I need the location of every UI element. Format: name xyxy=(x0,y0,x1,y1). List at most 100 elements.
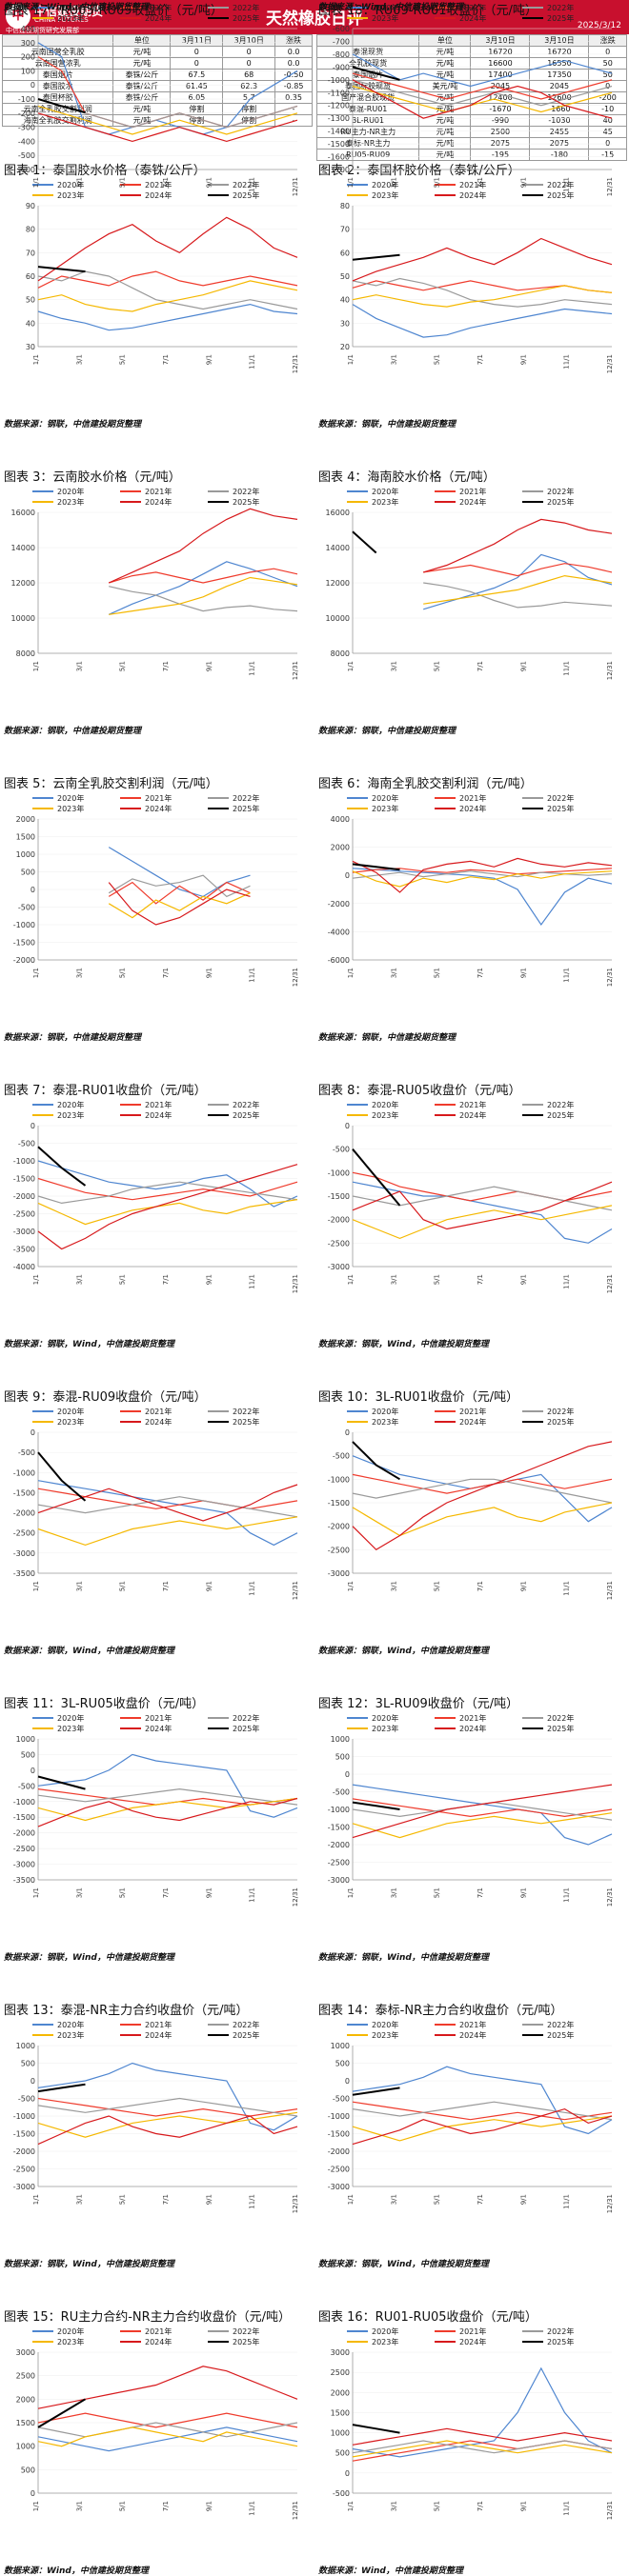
y-tick-label: -500 xyxy=(333,1452,350,1461)
table-cell: -15 xyxy=(588,149,627,161)
legend-label: 2025年 xyxy=(547,1110,574,1120)
x-tick-label: 1/1 xyxy=(32,968,40,978)
series-line-2023年 xyxy=(37,2426,298,2447)
y-tick-label: 16000 xyxy=(326,509,350,517)
report-date: 2025/3/12 xyxy=(577,21,621,30)
legend-label: 2023年 xyxy=(57,2030,84,2040)
legend-label: 2024年 xyxy=(459,2030,486,2040)
x-tick-label: 1/1 xyxy=(347,177,355,188)
legend-label: 2021年 xyxy=(145,180,172,190)
y-tick-label: 80 xyxy=(340,202,350,210)
series-line-2020年 xyxy=(37,1480,298,1547)
figure-source: 数据来源：钢联，中信建投期货整理 xyxy=(318,727,457,736)
y-tick-label: -2500 xyxy=(13,1529,35,1538)
x-tick-label: 1/1 xyxy=(347,1887,355,1898)
y-tick-label: 70 xyxy=(26,249,35,257)
y-tick-label: -2000 xyxy=(13,1509,35,1518)
x-tick-label: 9/1 xyxy=(519,2194,527,2205)
x-tick-label: 11/1 xyxy=(249,354,256,369)
y-tick-label: -2000 xyxy=(328,1523,350,1531)
series-line-2022年 xyxy=(352,277,613,308)
brand-department: 中信建投期货研究发展部 xyxy=(6,27,79,34)
x-tick-label: 12/31 xyxy=(292,2194,299,2213)
y-tick-label: 500 xyxy=(335,2449,350,2458)
x-tick-label: 12/31 xyxy=(606,968,614,987)
y-tick-label: 0 xyxy=(345,2469,350,2478)
series-line-2022年 xyxy=(109,586,298,612)
x-tick-label: 3/1 xyxy=(390,177,397,188)
legend-label: 2021年 xyxy=(145,1407,172,1416)
legend-label: 2025年 xyxy=(233,13,259,23)
figure-chart: 2020年 2021年 2022年 2023年 2024年 2025年 80 70 60 50 40… xyxy=(340,180,614,373)
figure-title: 图表 13：泰混-NR主力合约收盘价（元/吨） xyxy=(4,2004,249,2018)
x-tick-label: 11/1 xyxy=(249,1887,256,1903)
y-tick-label: -1500 xyxy=(328,2130,350,2139)
legend-label: 2021年 xyxy=(459,487,486,496)
legend-label: 2020年 xyxy=(57,3,84,12)
y-tick-label: -500 xyxy=(18,1448,35,1457)
y-tick-label: 1000 xyxy=(16,850,35,859)
series-line-2023年 xyxy=(109,576,298,615)
figure-title: 图表 17：RU05-RU09收盘价（元/吨） xyxy=(4,4,223,18)
x-tick-label: 1/1 xyxy=(32,661,40,671)
series-line-2022年 xyxy=(423,582,613,609)
series-line-2021年 xyxy=(352,1798,613,1818)
x-tick-label: 7/1 xyxy=(477,2501,484,2511)
series-line-2025年 xyxy=(352,1148,401,1207)
y-tick-label: -2000 xyxy=(328,2147,350,2156)
series-line-2022年 xyxy=(352,2101,613,2121)
y-tick-label: 1500 xyxy=(16,2419,35,2427)
y-tick-label: -1500 xyxy=(13,1175,35,1184)
x-tick-label: 1/1 xyxy=(347,2194,355,2205)
figure-chart: 2020年 2021年 2022年 2023年 2024年 2025年 2000 1500 10… xyxy=(13,793,299,987)
y-tick-label: 1000 xyxy=(16,1735,35,1744)
series-line-2025年 xyxy=(352,2087,400,2096)
figure-title: 图表 14：泰标-NR主力合约收盘价（元/吨） xyxy=(318,2004,563,2018)
table-header-cell: 涨跌 xyxy=(274,34,313,47)
table-row: 泰国杯胶 泰铢/公斤 6.05 5.7 0.35 xyxy=(1,91,313,104)
legend-label: 2025年 xyxy=(547,13,574,23)
legend-label: 2022年 xyxy=(547,180,574,190)
figure-chart: 2020年 2021年 2022年 2023年 2024年 2025年 400 300 200 1… xyxy=(18,3,299,196)
legend-label: 2021年 xyxy=(145,487,172,496)
legend-label: 2024年 xyxy=(145,2337,172,2346)
legend-label: 2023年 xyxy=(372,13,398,23)
series-line-2020年 xyxy=(37,42,298,135)
x-tick-label: 12/31 xyxy=(292,354,299,373)
legend-label: 2025年 xyxy=(233,190,259,200)
x-tick-label: 11/1 xyxy=(563,968,571,983)
legend-label: 2021年 xyxy=(145,2326,172,2336)
y-tick-label: 10000 xyxy=(11,614,35,623)
x-tick-label: 12/31 xyxy=(606,354,614,373)
legend-label: 2023年 xyxy=(372,804,398,813)
y-tick-label: -1500 xyxy=(13,939,35,948)
series-line-2022年 xyxy=(352,1478,613,1504)
x-tick-label: 7/1 xyxy=(162,2501,170,2511)
legend-label: 2020年 xyxy=(372,1713,398,1723)
x-tick-label: 7/1 xyxy=(162,1274,170,1285)
legend-label: 2022年 xyxy=(233,487,259,496)
legend-label: 2024年 xyxy=(459,497,486,507)
y-tick-label: 0 xyxy=(345,1770,350,1779)
legend-label: 2022年 xyxy=(547,2326,574,2336)
legend-label: 2023年 xyxy=(372,2337,398,2346)
x-tick-label: 7/1 xyxy=(162,1581,170,1591)
x-tick-label: 7/1 xyxy=(162,661,170,671)
y-tick-label: -1000 xyxy=(13,1798,35,1807)
y-tick-label: -1000 xyxy=(328,76,350,85)
y-tick-label: -500 xyxy=(333,1788,350,1797)
y-tick-label: 2000 xyxy=(331,2388,350,2397)
series-line-2023年 xyxy=(37,280,298,312)
series-line-2021年 xyxy=(37,1488,298,1509)
y-tick-label: -200 xyxy=(18,110,35,118)
x-tick-label: 12/31 xyxy=(292,1581,299,1600)
legend-label: 2021年 xyxy=(459,1407,486,1416)
figure-source: 数据来源：钢联，中信建投期货整理 xyxy=(318,1033,457,1043)
figure-chart: 2020年 2021年 2022年 2023年 2024年 2025年 4000 2000 0 -… xyxy=(328,793,614,987)
figure-title: 图表 5：云南全乳胶交割利润（元/吨） xyxy=(4,777,218,791)
legend-label: 2023年 xyxy=(57,804,84,813)
figure-source: 数据来源：钢联，Wind，中信建投期货整理 xyxy=(4,1647,174,1656)
y-tick-label: 0 xyxy=(30,81,35,90)
y-tick-label: -1300 xyxy=(328,114,350,123)
series-line-2023年 xyxy=(37,1199,298,1226)
